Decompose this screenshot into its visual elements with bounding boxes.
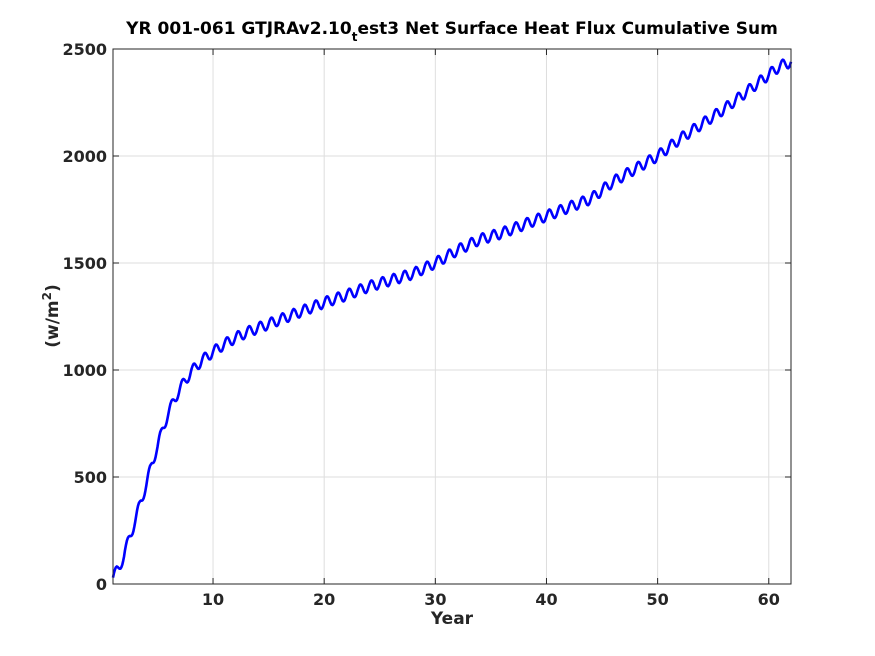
y-axis-label-superscript: 2 <box>40 292 54 300</box>
x-tick-label: 30 <box>424 590 446 609</box>
chart-title: YR 001-061 GTJRAv2.10test3 Net Surface H… <box>125 19 778 44</box>
series-group <box>111 58 793 578</box>
x-axis-label: Year <box>430 609 474 629</box>
chart-title-rest: est3 Net Surface Heat Flux Cumulative Su… <box>357 19 777 39</box>
y-tick-label: 0 <box>96 575 107 594</box>
series-line-cumulative-sum <box>111 58 793 578</box>
x-tick-label: 50 <box>646 590 668 609</box>
x-tick-label: 20 <box>313 590 335 609</box>
y-tick-label: 1000 <box>62 361 107 380</box>
plot-frame <box>112 48 792 585</box>
y-tick-label: 500 <box>74 468 107 487</box>
plot-area <box>113 49 791 584</box>
y-tick-label: 2000 <box>62 147 107 166</box>
grid-lines <box>113 49 791 584</box>
y-axis-label: (w/m2) <box>40 284 63 348</box>
y-tick-label: 2500 <box>62 40 107 59</box>
x-tick-label: 60 <box>758 590 780 609</box>
y-axis-label-rest: ) <box>43 284 63 292</box>
axis-ticks <box>113 48 791 585</box>
y-axis-label-main: (w/m <box>43 300 63 347</box>
chart-title-subscript: t <box>352 30 358 44</box>
chart-title-main: YR 001-061 GTJRAv2.10 <box>125 19 352 39</box>
x-tick-label: 40 <box>535 590 557 609</box>
x-tick-label: 10 <box>202 590 224 609</box>
y-tick-label: 1500 <box>62 254 107 273</box>
